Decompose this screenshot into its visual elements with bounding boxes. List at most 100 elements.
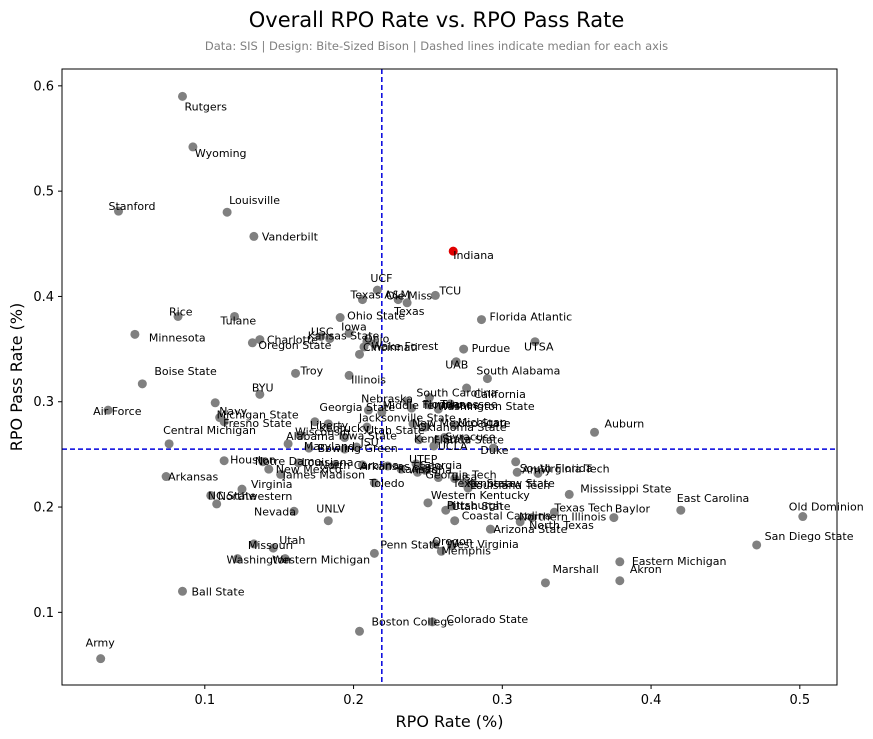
data-point	[369, 339, 379, 349]
x-tick-label: 0.5	[789, 693, 810, 708]
data-point	[488, 443, 498, 453]
data-point	[130, 329, 140, 339]
data-point	[173, 311, 183, 321]
point-label: Texas Tech	[553, 501, 613, 514]
point-label: Georgia State	[319, 401, 395, 414]
point-label: James Madison	[282, 468, 365, 481]
point-label: Oregon State	[258, 339, 331, 352]
data-point	[450, 516, 460, 526]
point-label: Liberty	[310, 419, 349, 432]
point-label: Eastern Michigan	[632, 555, 727, 568]
point-label: UAB	[445, 359, 468, 372]
point-label: Oklahoma State	[418, 421, 507, 434]
data-point	[527, 513, 537, 523]
point-label: Wisconsin	[295, 425, 350, 438]
point-label: Notre Dame	[255, 455, 322, 468]
data-point	[276, 469, 286, 479]
point-label: Florida State	[434, 434, 504, 447]
data-point	[407, 403, 417, 413]
point-label: Jacksonville State	[358, 411, 456, 424]
point-label: Florida	[422, 398, 459, 411]
data-point	[164, 439, 174, 449]
point-label: Colorado State	[446, 613, 528, 626]
point-label: Arkansas State	[360, 460, 443, 473]
data-point	[515, 517, 525, 527]
data-point	[310, 417, 320, 427]
point-label: Arizona	[411, 463, 452, 476]
data-point	[427, 617, 437, 627]
data-point	[161, 472, 171, 482]
point-label: Michigan State	[217, 409, 299, 422]
axis-ticks: 0.1 0.2 0.3 0.4 0.5 0.1 0.2 0.3 0.4 0.5 0.6	[33, 79, 810, 708]
point-label: Pittsburgh	[447, 499, 503, 512]
point-label: Tulsa	[449, 471, 478, 484]
data-point	[429, 441, 439, 451]
data-point	[344, 370, 354, 380]
data-point	[237, 484, 247, 494]
point-label: Kentucky	[319, 422, 370, 435]
point-label: Coastal Carolina	[462, 510, 552, 523]
point-label: Memphis	[441, 544, 491, 557]
data-point	[423, 498, 433, 508]
point-label: Washington	[227, 554, 292, 567]
data-point	[609, 513, 619, 523]
point-label: UCF	[370, 272, 392, 285]
point-label: Louisiana Tech	[470, 479, 550, 492]
point-label: Syracuse	[445, 431, 496, 444]
point-label: Missouri	[248, 539, 293, 552]
data-point	[219, 417, 229, 427]
point-label: Texas A&M	[349, 289, 410, 302]
data-point	[413, 467, 423, 477]
data-point	[329, 460, 339, 470]
data-point	[540, 578, 550, 588]
data-point	[752, 540, 762, 550]
data-point	[294, 458, 304, 468]
data-point	[393, 295, 403, 305]
data-point	[402, 298, 412, 308]
data-point	[485, 524, 495, 534]
point-label: Charlotte	[267, 334, 318, 347]
data-point	[533, 468, 543, 478]
point-label: BYU	[252, 381, 274, 394]
data-point	[255, 389, 265, 399]
point-label: Northwestern	[218, 490, 293, 503]
data-point	[230, 311, 240, 321]
data-point	[447, 541, 457, 551]
point-label: Navy	[219, 405, 247, 418]
point-label: Tennessee	[439, 398, 498, 411]
data-point	[362, 422, 372, 432]
median-lines	[62, 69, 837, 685]
point-label: Indiana	[453, 249, 494, 262]
data-point	[615, 576, 625, 586]
point-label: Cincinnati	[363, 341, 418, 354]
point-label: Kennesaw State	[467, 477, 555, 490]
point-label: Texas State	[452, 477, 516, 490]
point-label: Alabama	[286, 430, 335, 443]
data-point	[450, 474, 460, 484]
x-tick-label: 0.4	[641, 693, 662, 708]
data-point	[369, 548, 379, 558]
point-label: Wyoming	[195, 147, 247, 160]
point-label: Stanford	[109, 200, 156, 213]
data-point	[408, 419, 418, 429]
data-point	[448, 246, 458, 256]
data-point	[430, 539, 440, 549]
point-label: Ohio State	[347, 310, 405, 323]
point-label: UTSA	[524, 341, 554, 354]
point-label: Utah State	[452, 500, 511, 513]
data-point	[357, 295, 367, 305]
point-label: Oregon	[432, 535, 472, 548]
data-point	[396, 464, 406, 474]
data-point	[615, 557, 625, 567]
data-point	[590, 427, 600, 437]
data-point	[420, 465, 430, 475]
point-label: Purdue	[472, 342, 511, 355]
point-label: Virginia	[251, 478, 292, 491]
x-tick-label: 0.2	[343, 693, 364, 708]
data-point	[291, 368, 301, 378]
point-label: Minnesota	[149, 331, 206, 344]
point-label: Michigan	[458, 416, 507, 429]
chart-title: Overall RPO Rate vs. RPO Pass Rate	[248, 8, 625, 32]
data-point	[255, 335, 265, 345]
data-point	[258, 457, 268, 467]
